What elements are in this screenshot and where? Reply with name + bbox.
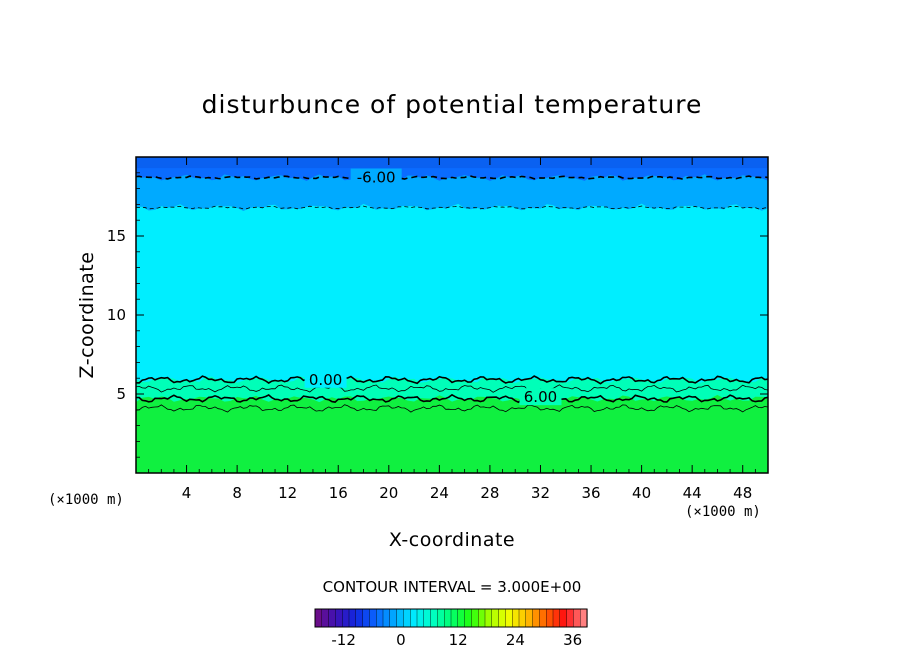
colorbar-tick-label: 0 xyxy=(396,631,406,649)
y-axis-title: Z-coordinate xyxy=(76,252,98,379)
colorbar-cell xyxy=(457,608,466,628)
colorbar-cell xyxy=(403,608,411,628)
colorbar-cell xyxy=(382,608,391,628)
temperature-field xyxy=(136,157,768,473)
colorbar-cell xyxy=(566,608,574,628)
x-tick-label: 4 xyxy=(182,484,192,502)
contour-interval-label: CONTOUR INTERVAL = 3.000E+00 xyxy=(323,578,582,596)
colorbar-cell xyxy=(321,608,330,628)
colorbar-cell xyxy=(450,608,459,628)
colorbar-cell xyxy=(314,608,323,628)
colorbar xyxy=(314,608,588,628)
band-top-dark xyxy=(136,157,768,169)
colorbar-cell xyxy=(573,608,581,628)
x-tick-label: 20 xyxy=(379,484,398,502)
colorbar-tick-label: 12 xyxy=(449,631,468,649)
x-tick-label: 44 xyxy=(683,484,702,502)
x-tick-label: 12 xyxy=(278,484,297,502)
y-tick-label: 15 xyxy=(107,227,126,245)
colorbar-cell xyxy=(478,608,486,628)
colorbar-cell xyxy=(328,608,337,628)
contour-line xyxy=(136,175,768,180)
x-tick-label: 24 xyxy=(430,484,449,502)
colorbar-cell xyxy=(518,608,527,628)
y-axis-ticks: 5 10 15 xyxy=(107,172,768,458)
colorbar-cell xyxy=(389,608,398,628)
colorbar-cell xyxy=(546,608,554,628)
colorbar-tick-labels: -12 0 12 24 36 xyxy=(331,631,582,649)
colorbar-cell xyxy=(416,608,425,628)
colorbar-cell xyxy=(539,608,547,628)
colorbar-cell xyxy=(423,608,432,628)
colorbar-cell xyxy=(505,608,513,628)
contour-labels: -6.00 0.00 6.00 xyxy=(304,168,562,406)
colorbar-cell xyxy=(471,608,479,628)
colorbar-cell xyxy=(498,608,507,628)
colorbar-cell xyxy=(342,608,350,628)
contour-label-bg xyxy=(519,388,562,406)
contour-line xyxy=(136,205,768,210)
x-tick-label: 36 xyxy=(581,484,600,502)
colorbar-cell xyxy=(484,608,493,628)
colorbar-tick-label: 24 xyxy=(506,631,525,649)
colorbar-cell xyxy=(396,608,405,628)
colorbar-cell xyxy=(335,608,343,628)
colorbar-cell xyxy=(491,608,500,628)
colorbar-cell xyxy=(355,608,364,628)
contour-line xyxy=(136,384,768,393)
x-unit-right: (×1000 m) xyxy=(685,504,761,520)
x-tick-label: 48 xyxy=(733,484,752,502)
x-tick-label: 40 xyxy=(632,484,651,502)
colorbar-cell xyxy=(464,608,473,628)
contour-label: 0.00 xyxy=(309,371,342,389)
colorbar-cell xyxy=(410,608,418,628)
contour-line xyxy=(136,375,768,385)
colorbar-cell xyxy=(512,608,520,628)
contour-line xyxy=(136,404,768,413)
colorbar-cell xyxy=(525,608,534,628)
x-axis-title: X-coordinate xyxy=(389,529,515,551)
colorbar-tick-label: -12 xyxy=(331,631,356,649)
y-tick-label: 5 xyxy=(116,385,126,403)
colorbar-cell xyxy=(437,608,445,628)
colorbar-cell xyxy=(444,608,452,628)
x-tick-label: 8 xyxy=(232,484,242,502)
band-bottom xyxy=(136,394,768,473)
contour-lines xyxy=(136,175,768,413)
colorbar-frame xyxy=(314,608,588,628)
x-tick-label: 16 xyxy=(329,484,348,502)
contour-label-bg xyxy=(350,168,402,186)
y-tick-label: 10 xyxy=(107,306,126,324)
contour-label-bg xyxy=(304,370,347,388)
colorbar-cell xyxy=(348,608,357,628)
x-tick-label: 28 xyxy=(480,484,499,502)
x-unit-left: (×1000 m) xyxy=(48,492,124,508)
colorbar-cell xyxy=(552,608,561,628)
colorbar-cell xyxy=(430,608,439,628)
colorbar-cell xyxy=(559,608,568,628)
colorbar-cell xyxy=(369,608,377,628)
contour-line xyxy=(136,393,768,404)
contour-label: -6.00 xyxy=(357,169,396,187)
colorbar-cell xyxy=(362,608,371,628)
contour-label: 6.00 xyxy=(524,388,557,406)
colorbar-tick-label: 36 xyxy=(563,631,582,649)
x-tick-label: 32 xyxy=(531,484,550,502)
colorbar-cell xyxy=(376,608,384,628)
chart-title: disturbunce of potential temperature xyxy=(202,90,703,119)
x-axis-ticks: 4 8 12 16 20 24 28 32 36 40 44 48 xyxy=(148,157,756,502)
colorbar-cell xyxy=(580,608,588,628)
colorbar-cell xyxy=(532,608,540,628)
